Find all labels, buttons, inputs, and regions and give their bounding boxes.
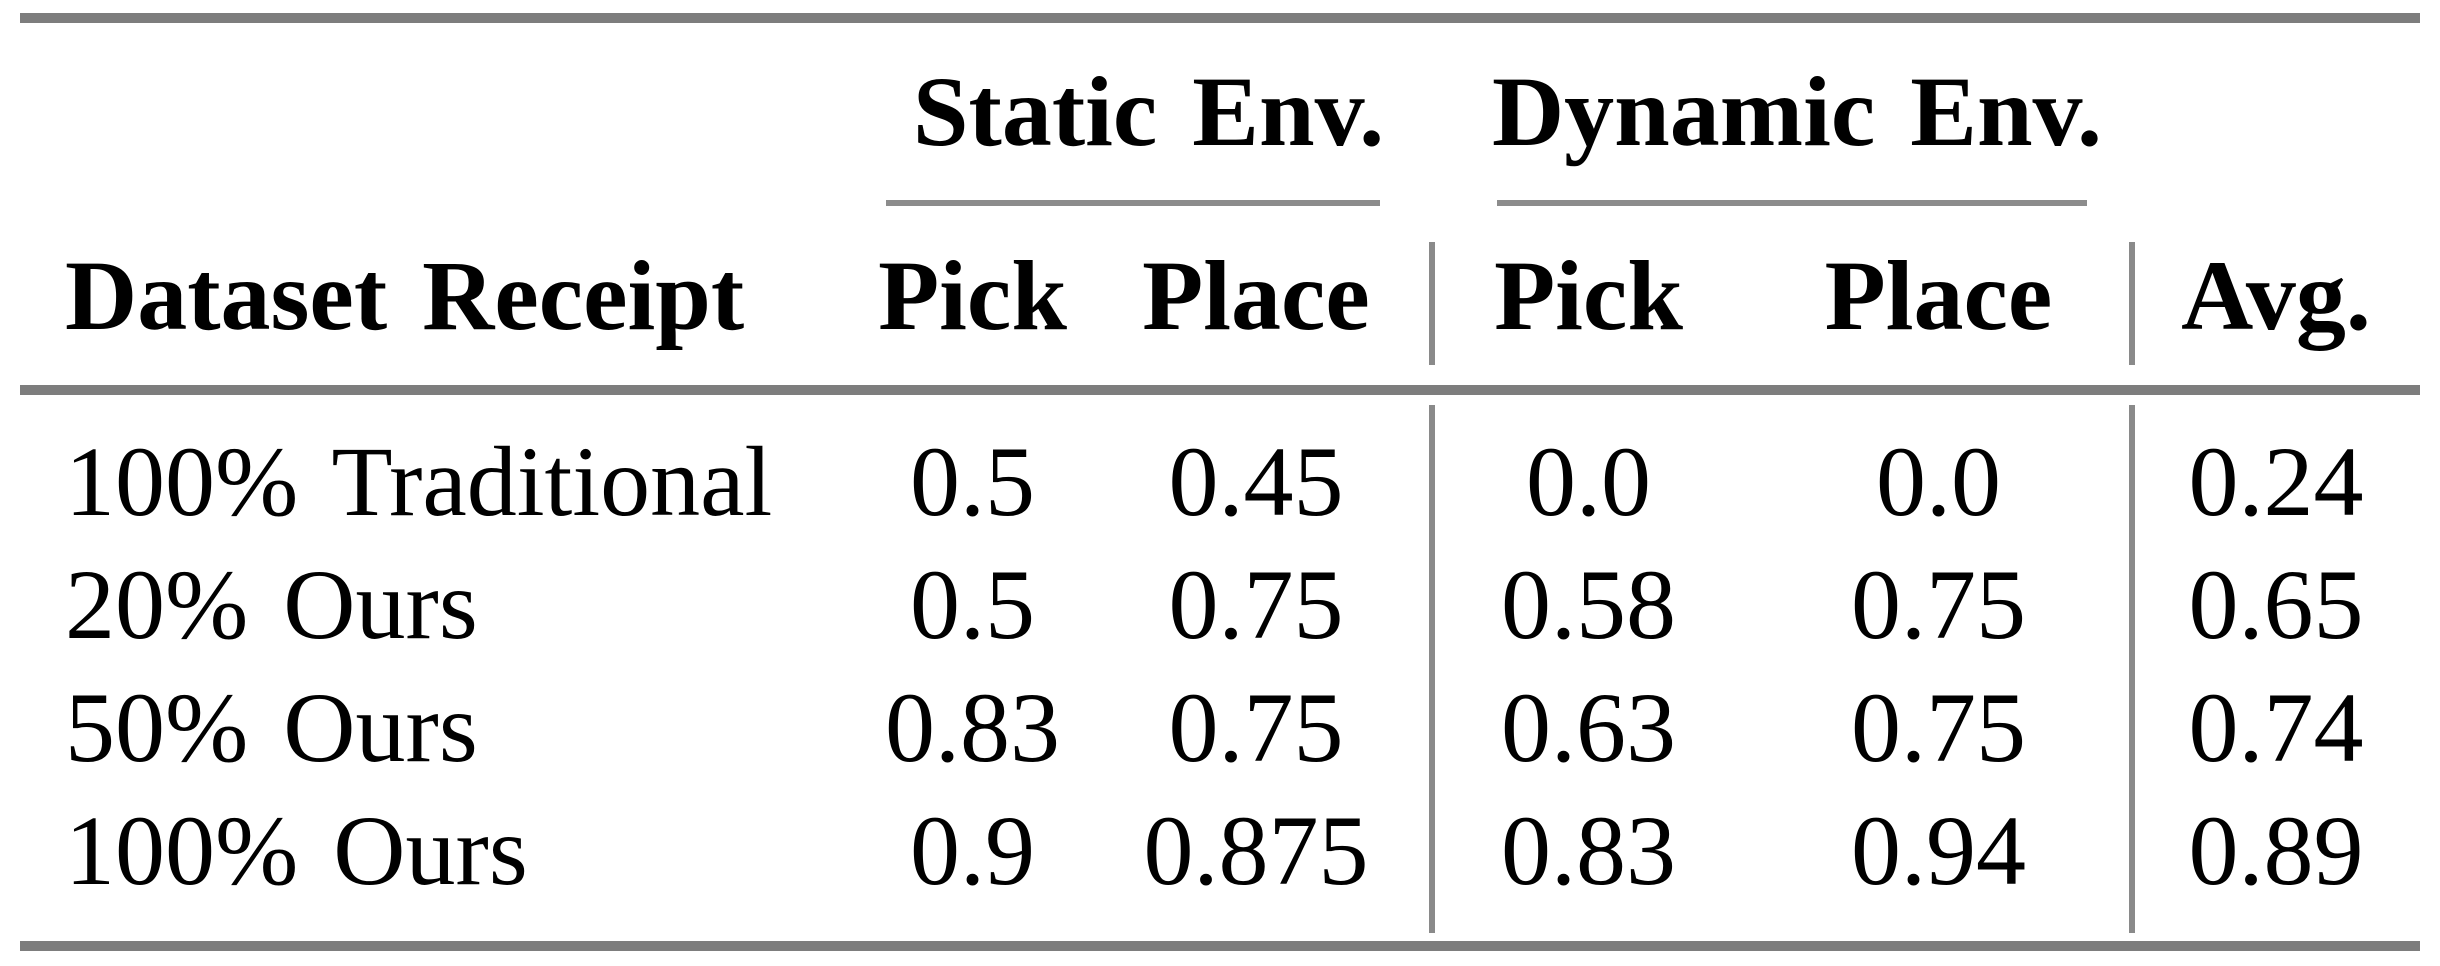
cell-static-place: 0.75: [1168, 671, 1344, 783]
cmidrule-static-env: [886, 200, 1380, 206]
group-header-static-env: Static Env.: [912, 55, 1385, 167]
cell-static-place: 0.875: [1143, 794, 1369, 906]
cell-dynamic-place: 0.94: [1851, 794, 2026, 906]
row-label: 50% Ours: [65, 671, 478, 783]
body-vertical-rule-2: [2129, 405, 2135, 933]
body-vertical-rule-1: [1429, 405, 1435, 933]
column-header-avg: Avg.: [2181, 239, 2371, 351]
cell-dynamic-place: 0.0: [1876, 425, 2001, 537]
cell-static-pick: 0.5: [910, 425, 1035, 537]
column-header-dynamic-place: Place: [1824, 239, 2053, 351]
cell-static-pick: 0.83: [885, 671, 1060, 783]
column-header-row: Dataset Receipt Pick Place Pick Place Av…: [20, 206, 2420, 385]
cell-dynamic-pick: 0.83: [1501, 794, 1676, 906]
cell-avg: 0.65: [2188, 548, 2364, 660]
cell-static-place: 0.75: [1168, 548, 1344, 660]
cell-static-place: 0.45: [1168, 425, 1344, 537]
column-header-dataset-receipt: Dataset Receipt: [65, 239, 745, 351]
cell-avg: 0.89: [2188, 794, 2364, 906]
header-vertical-rule-1: [1429, 242, 1435, 365]
row-label: 20% Ours: [65, 548, 478, 660]
cell-dynamic-place: 0.75: [1851, 671, 2026, 783]
row-label: 100% Traditional: [65, 425, 773, 537]
row-label: 100% Ours: [65, 794, 528, 906]
top-rule: [20, 13, 2420, 23]
bottom-rule: [20, 941, 2420, 951]
cell-dynamic-pick: 0.58: [1501, 548, 1676, 660]
mid-rule: [20, 385, 2420, 395]
cell-static-pick: 0.9: [910, 794, 1035, 906]
group-header-row: Static Env. Dynamic Env.: [20, 23, 2420, 200]
column-header-static-pick: Pick: [878, 239, 1067, 351]
cell-static-pick: 0.5: [910, 548, 1035, 660]
header-vertical-rule-2: [2129, 242, 2135, 365]
column-header-dynamic-pick: Pick: [1494, 239, 1683, 351]
cell-avg: 0.24: [2188, 425, 2364, 537]
cell-avg: 0.74: [2188, 671, 2364, 783]
table-body: 100% Traditional 0.5 0.45 0.0 0.0 0.24 2…: [20, 420, 2420, 912]
cmidrule-dynamic-env: [1497, 200, 2087, 206]
cell-dynamic-pick: 0.0: [1526, 425, 1651, 537]
group-header-dynamic-env: Dynamic Env.: [1491, 55, 2103, 167]
cell-dynamic-pick: 0.63: [1501, 671, 1676, 783]
column-header-static-place: Place: [1142, 239, 1370, 351]
cell-dynamic-place: 0.75: [1851, 548, 2026, 660]
